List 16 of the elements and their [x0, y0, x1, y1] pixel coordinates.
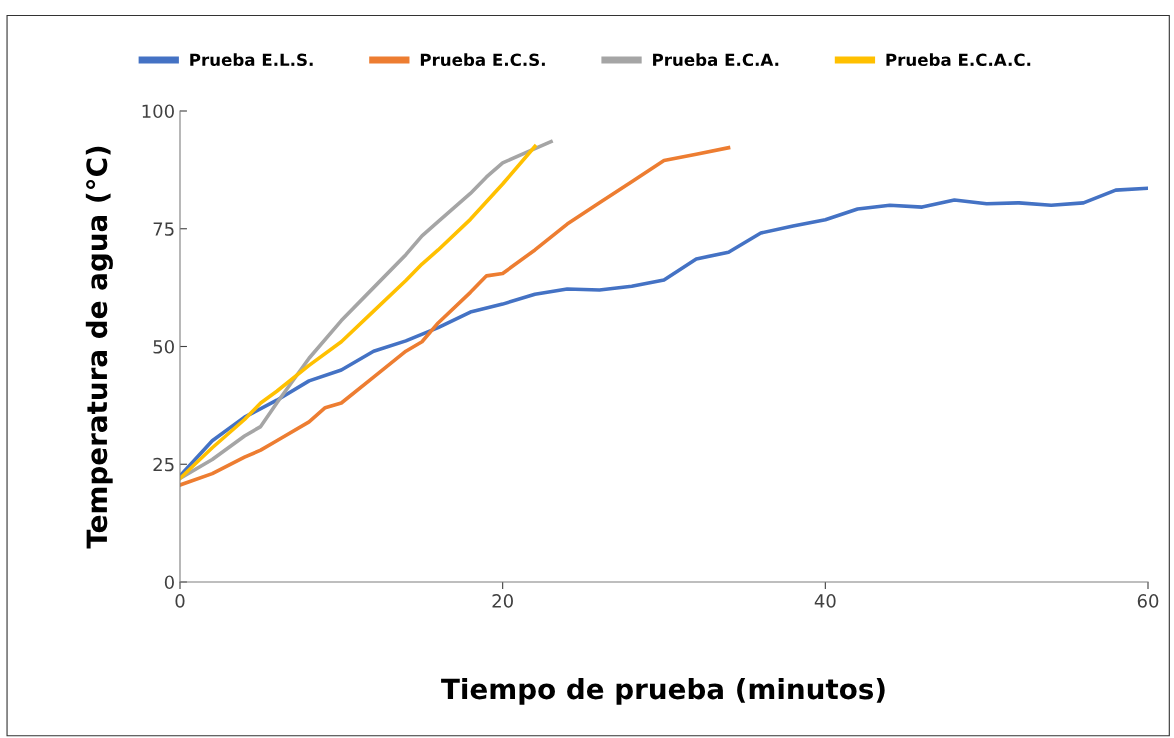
- x-axis-title: Tiempo de prueba (minutos): [441, 677, 885, 705]
- legend-label: Prueba E.C.S.: [420, 53, 545, 67]
- x-tick-label: 20: [492, 594, 513, 608]
- x-tick-label: 40: [814, 594, 836, 608]
- y-tick-label: 50: [153, 339, 174, 354]
- x-tick-label: 0: [175, 594, 185, 608]
- line-series: [180, 145, 731, 487]
- legend-label: Prueba E.L.S.: [190, 53, 313, 67]
- legend-label: Prueba E.C.A.: [653, 53, 779, 67]
- legend-label: Prueba E.C.A.C.: [886, 53, 1031, 67]
- y-tick-label: 75: [153, 222, 174, 236]
- y-tick-label: 100: [142, 104, 174, 119]
- x-tick-label: 60: [1137, 594, 1159, 608]
- y-tick-label: 25: [153, 457, 174, 472]
- y-tick-label: 0: [164, 575, 174, 590]
- y-axis-title: Temperatura de agua (°C): [85, 146, 113, 549]
